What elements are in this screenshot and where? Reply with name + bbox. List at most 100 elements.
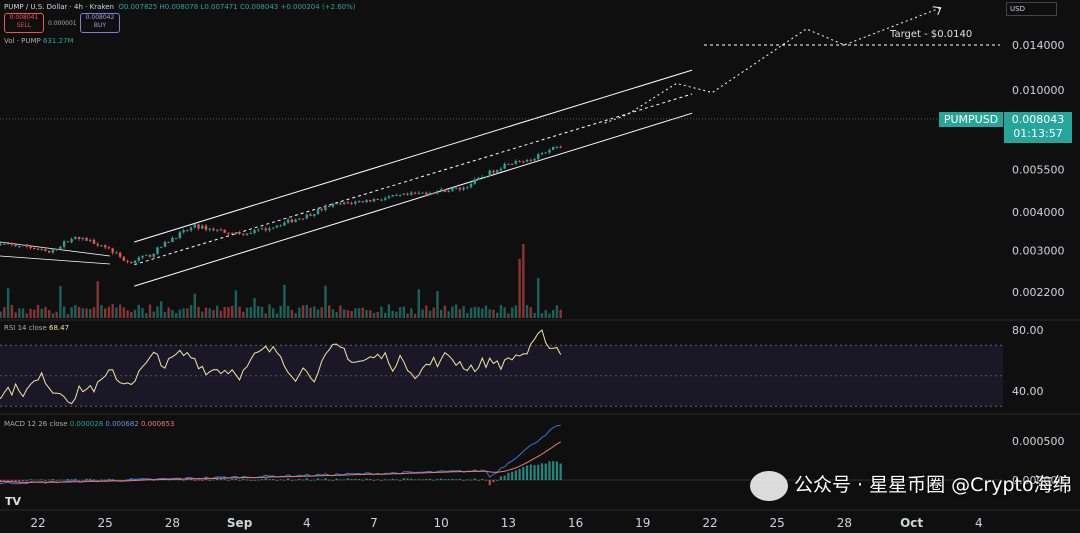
volume-bar: [62, 306, 66, 318]
rsi-label: RSI 14 close: [4, 324, 47, 332]
candle-body: [428, 192, 432, 195]
x-tick-label: 19: [635, 516, 650, 530]
candle-body: [496, 170, 499, 173]
candle-body: [522, 161, 525, 163]
macd-histogram-bar: [507, 472, 510, 480]
volume-bar: [365, 310, 368, 318]
macd-signal-line: [0, 441, 561, 484]
candle-body: [253, 230, 256, 234]
macd-histogram-bar: [260, 479, 264, 480]
volume-bar: [484, 305, 488, 318]
rsi-line: [0, 329, 562, 405]
macd-histogram-bar: [361, 479, 364, 481]
macd-histogram-bar: [335, 478, 338, 480]
macd-histogram-bar: [63, 479, 66, 481]
macd-histogram-bar: [89, 478, 92, 480]
volume-bar: [238, 306, 241, 318]
x-tick-label: 7: [370, 516, 378, 530]
prior-channel-lines: [0, 241, 111, 265]
volume-bar: [279, 305, 282, 318]
projection-arrowhead: [932, 6, 942, 15]
macd-histogram-bar: [55, 480, 58, 481]
sell-button[interactable]: 0.008041 SELL: [4, 13, 44, 33]
macd-histogram-bar: [466, 479, 469, 481]
y-tick-label: 0.004000: [1012, 206, 1065, 219]
macd-histogram-bar: [473, 478, 476, 480]
macd-histogram-bar: [540, 463, 544, 480]
volume-bar: [171, 309, 174, 318]
candle-body: [122, 256, 126, 261]
macd-histogram-bar: [249, 479, 252, 481]
x-tick-label: 4: [975, 516, 983, 530]
macd-histogram-bar: [3, 480, 6, 482]
macd-histogram-bar: [204, 478, 208, 480]
macd-histogram-bar: [436, 479, 439, 480]
price-badge: 0.008043 01:13:57: [1004, 112, 1072, 143]
macd-histogram-bar: [227, 480, 230, 481]
macd-histogram-bar: [511, 471, 514, 480]
rsi-pane: [0, 329, 1003, 407]
y-tick-label: 0.003000: [1012, 245, 1065, 258]
macd-histogram-bar: [152, 479, 155, 481]
macd-histogram-bar: [339, 479, 342, 481]
candle-body: [197, 224, 200, 229]
volume-bar: [324, 285, 327, 318]
candle-body: [133, 260, 137, 263]
symbol-line[interactable]: PUMP / U.S. Dollar · 4h · Kraken: [4, 3, 114, 11]
volume-bar: [141, 307, 144, 318]
macd-histogram-bar: [81, 480, 84, 481]
rsi-tick-label: 40.00: [1012, 385, 1044, 398]
volume-bar: [451, 306, 454, 318]
volume-bar: [18, 308, 21, 318]
candle-body: [391, 195, 394, 197]
candle-body: [268, 228, 271, 231]
macd-histogram-bar: [242, 478, 245, 480]
volume-bar: [25, 313, 28, 318]
macd-histogram-bar: [189, 479, 193, 480]
macd-histogram-bar: [533, 465, 536, 480]
macd-histogram-bar: [51, 478, 55, 480]
volume-bar: [555, 305, 559, 318]
volume-bar: [174, 313, 178, 318]
candle-body: [548, 149, 551, 153]
candle-body: [156, 247, 159, 254]
volume-bar: [286, 305, 290, 318]
candle-body: [484, 176, 488, 178]
volume-bar: [492, 309, 495, 318]
currency-select[interactable]: USD: [1006, 2, 1057, 16]
candle-body: [301, 218, 305, 220]
volume-bar: [40, 308, 43, 318]
candle-body: [167, 241, 170, 243]
candle-body: [372, 198, 376, 202]
volume-bar: [70, 307, 73, 318]
volume-bar: [395, 311, 398, 318]
macd-histogram-bar: [145, 478, 148, 480]
axes: 22 25 28 Sep 4 7 10 13 16 19 22 25 28 Oct 4 0.014000 0.0…: [30, 39, 1064, 530]
volume-bar: [350, 311, 353, 318]
macd-histogram-bar: [10, 480, 13, 482]
candle-body: [186, 230, 189, 232]
candle-body: [208, 228, 211, 230]
candle-body: [320, 209, 323, 211]
macd-hist-value: 0.000028: [69, 420, 104, 428]
x-tick-label: 22: [30, 516, 45, 530]
macd-histogram-bar: [443, 479, 447, 480]
wechat-icon: [750, 470, 788, 501]
volume-bar: [537, 277, 540, 318]
volume-bar: [481, 308, 484, 318]
volume-label: Vol · PUMP: [4, 37, 41, 45]
macd-histogram-bar: [544, 463, 547, 480]
candle-body: [96, 243, 99, 246]
macd-histogram-bar: [316, 478, 320, 480]
volume-value: 631.27M: [43, 37, 74, 45]
candle-body: [290, 219, 294, 223]
volume-bar: [126, 310, 129, 318]
candle-body: [6, 243, 10, 245]
volume-bar: [148, 304, 152, 318]
macd-histogram-bar: [100, 479, 103, 481]
volume-bar: [44, 306, 47, 318]
volume-bar: [264, 313, 267, 318]
candle-body: [33, 247, 36, 249]
buy-button[interactable]: 0.008042 BUY: [80, 13, 120, 33]
